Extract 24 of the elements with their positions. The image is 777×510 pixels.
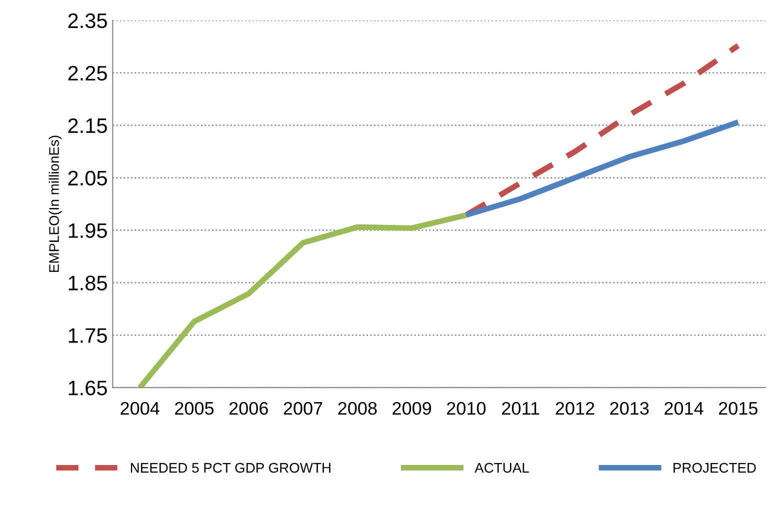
x-tick-label: 2010	[447, 402, 486, 415]
x-tick-label: 2009	[392, 402, 432, 415]
x-tick-label: 2007	[284, 402, 322, 415]
x-tick-label: 2008	[338, 402, 377, 415]
y-tick-label: 2.05	[68, 170, 107, 186]
x-tick-label: 2015	[718, 402, 758, 415]
x-tick-label: 2006	[229, 402, 268, 415]
x-tick-label: 2005	[175, 402, 214, 415]
x-tick-label: 2004	[120, 402, 160, 415]
y-tick-label: 2.15	[68, 118, 107, 134]
y-tick-label: 2.25	[68, 66, 107, 81]
x-tick-label: 2012	[556, 402, 594, 415]
y-tick-label: 1.95	[68, 223, 107, 238]
y-tick-label: 2.35	[68, 13, 107, 28]
y-axis-title: EMPLEO(In millionEs)	[48, 136, 62, 272]
y-tick-label: 1.85	[68, 276, 107, 290]
legend-label: ACTUAL	[474, 462, 529, 473]
legend-label: PROJECTED	[674, 462, 756, 473]
x-tick-label: 2014	[664, 402, 704, 415]
legend-label: NEEDED 5 PCT GDP GROWTH	[130, 462, 330, 473]
x-tick-label: 2011	[502, 402, 540, 415]
y-tick-label: 1.75	[68, 328, 107, 343]
y-tick-label: 1.65	[68, 380, 107, 396]
x-tick-label: 2013	[610, 402, 649, 415]
